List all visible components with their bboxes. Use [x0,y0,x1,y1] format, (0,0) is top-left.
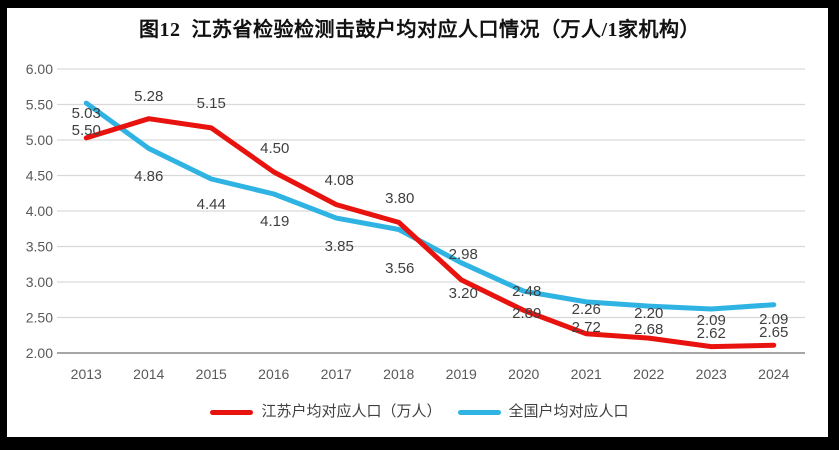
y-axis-tick-label: 4.50 [26,168,53,184]
x-axis-tick-label: 2021 [571,366,602,382]
y-axis-tick-label: 2.50 [26,310,53,326]
data-label-national: 4.86 [134,168,163,185]
x-axis-tick-label: 2018 [383,366,414,382]
data-label-national: 2.09 [697,312,726,329]
data-label-jiangsu: 4.08 [325,172,354,189]
y-axis-tick-label: 2.00 [26,345,53,361]
data-label-jiangsu: 2.68 [634,321,663,338]
y-axis-tick-label: 5.00 [26,132,53,148]
data-label-jiangsu: 3.80 [385,190,414,207]
x-axis-tick-label: 2019 [446,366,477,382]
national-series-line [83,100,777,312]
data-label-national: 2.26 [572,301,601,318]
x-axis-tick-label: 2024 [758,366,789,382]
red-line-swatch [210,409,254,415]
x-axis-tick-label: 2020 [508,366,539,382]
blue-line-swatch [457,409,501,415]
frame-border-right [828,0,839,450]
x-axis-tick-label: 2015 [196,366,227,382]
frame-border-bottom [0,437,839,450]
legend-item-national: 全国户均对应人口 [457,401,629,423]
legend: 江苏户均对应人口（万人） 全国户均对应人口 [0,401,839,423]
y-axis-tick-label: 4.00 [26,203,53,219]
data-label-national: 4.19 [260,213,289,230]
data-label-national: 3.85 [325,238,354,255]
frame-border-left [0,0,7,450]
x-axis-tick-label: 2013 [71,366,102,382]
data-label-jiangsu: 5.15 [197,95,226,112]
x-axis-tick-label: 2023 [696,366,727,382]
data-label-jiangsu: 3.20 [449,285,478,302]
data-label-national: 3.56 [385,260,414,277]
y-axis-tick-label: 5.50 [26,97,53,113]
data-label-jiangsu: 2.89 [512,305,541,322]
y-axis-tick-label: 3.00 [26,274,53,290]
data-label-jiangsu: 5.50 [72,122,101,139]
data-label-national: 2.98 [449,246,478,263]
legend-label-jiangsu: 江苏户均对应人口（万人） [261,403,442,420]
x-axis-tick-label: 2016 [258,366,289,382]
chart-title: 图12 江苏省检验检测击鼓户均对应人口情况（万人/1家机构） [138,19,701,41]
y-axis-tick-label: 3.50 [26,239,53,255]
data-label-jiangsu: 2.65 [759,324,788,341]
x-axis-tick-label: 2017 [321,366,352,382]
data-label-national: 2.20 [634,305,663,322]
data-label-national: 2.09 [759,311,788,328]
data-label-national: 2.48 [512,283,541,300]
data-label-jiangsu: 2.72 [572,319,601,336]
y-axis-tick-label: 6.00 [26,61,53,77]
x-axis-tick-label: 2014 [133,366,164,382]
data-label-national: 4.44 [197,196,226,213]
jiangsu-series-line [83,116,777,350]
data-label-national: 5.03 [72,105,101,122]
frame-border-top [0,0,839,8]
data-label-jiangsu: 5.28 [134,88,163,105]
legend-item-jiangsu: 江苏户均对应人口（万人） [210,401,442,423]
legend-label-national: 全国户均对应人口 [508,403,629,420]
data-label-jiangsu: 4.50 [260,140,289,157]
x-axis-tick-label: 2022 [633,366,664,382]
data-label-jiangsu: 2.62 [697,325,726,342]
